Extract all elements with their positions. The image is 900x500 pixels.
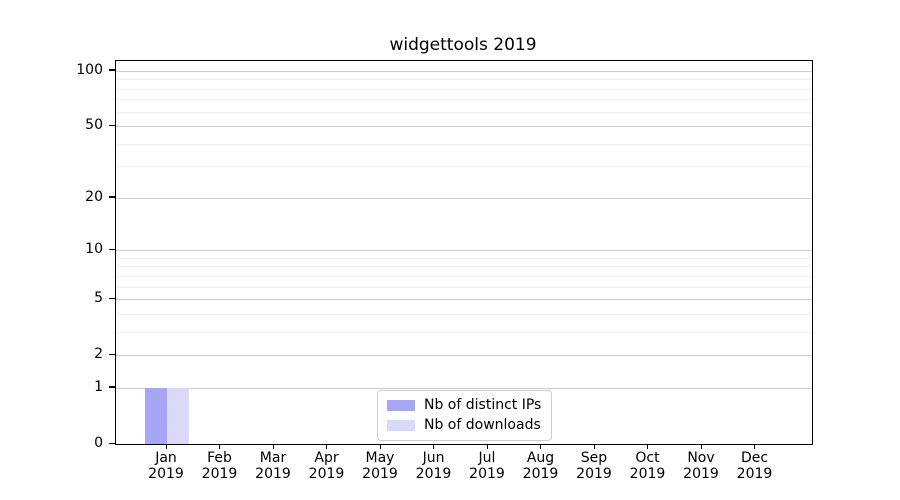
x-tick-mark-jun-2019 [433, 444, 435, 449]
y-tick-label-0: 0 [94, 435, 103, 451]
y-tick-label-100: 100 [76, 61, 103, 78]
legend-label-nb-of-distinct-ips: Nb of distinct IPs [424, 397, 542, 413]
gridline-minor-3 [116, 331, 812, 333]
gridline-minor-90 [116, 79, 812, 81]
legend-item-nb-of-distinct-ips: Nb of distinct IPs [387, 397, 541, 414]
x-tick-mark-jul-2019 [486, 444, 488, 449]
x-tick-mark-dec-2019 [754, 444, 756, 449]
gridline-minor-4 [116, 313, 812, 315]
gridline-minor-6 [116, 286, 812, 288]
x-tick-label-mar-2019: Mar 2019 [255, 450, 291, 482]
chart-title: widgettools 2019 [389, 35, 537, 55]
gridline-major-50 [116, 126, 812, 128]
x-tick-label-sep-2019: Sep 2019 [576, 450, 612, 482]
x-tick-label-oct-2019: Oct 2019 [629, 450, 666, 482]
x-tick-mark-feb-2019 [219, 444, 221, 449]
legend-label-nb-of-downloads: Nb of downloads [424, 417, 541, 433]
x-tick-label-aug-2019: Aug 2019 [522, 450, 559, 482]
y-tick-mark-20 [109, 196, 115, 198]
bar-nb-of-distinct-ips-jan-2019 [145, 387, 167, 444]
gridline-major-1 [116, 387, 812, 389]
y-tick-label-50: 50 [85, 117, 103, 134]
x-tick-label-may-2019: May 2019 [362, 450, 398, 482]
gridline-major-10 [116, 250, 812, 252]
x-tick-mark-jan-2019 [165, 444, 167, 449]
gridline-minor-60 [116, 111, 812, 113]
x-tick-mark-nov-2019 [700, 444, 702, 449]
x-tick-mark-may-2019 [379, 444, 381, 449]
gridline-minor-80 [116, 88, 812, 90]
x-tick-label-dec-2019: Dec 2019 [736, 450, 773, 482]
gridline-major-2 [116, 355, 812, 357]
y-tick-mark-2 [109, 353, 115, 356]
x-tick-label-nov-2019: Nov 2019 [683, 450, 719, 482]
x-tick-mark-sep-2019 [593, 444, 595, 449]
legend: Nb of distinct IPs Nb of downloads [377, 390, 553, 441]
y-tick-label-2: 2 [94, 346, 103, 363]
y-tick-mark-50 [109, 124, 115, 126]
x-tick-label-jan-2019: Jan 2019 [148, 450, 184, 482]
x-tick-mark-mar-2019 [272, 444, 274, 449]
gridline-minor-70 [116, 99, 812, 101]
gridline-major-20 [116, 197, 812, 199]
gridline-major-5 [116, 299, 812, 301]
gridline-minor-7 [116, 275, 812, 277]
x-tick-mark-apr-2019 [326, 444, 328, 449]
legend-swatch-nb-of-distinct-ips-icon [387, 400, 415, 411]
gridline-minor-40 [116, 143, 812, 145]
legend-item-nb-of-downloads: Nb of downloads [387, 417, 541, 434]
y-tick-label-1: 1 [94, 378, 103, 395]
y-tick-mark-1 [109, 386, 115, 388]
legend-swatch-nb-of-downloads-icon [387, 420, 415, 431]
gridline-minor-8 [116, 266, 812, 268]
y-tick-label-10: 10 [85, 241, 103, 258]
plot-area [115, 60, 813, 445]
x-tick-mark-aug-2019 [540, 444, 542, 449]
y-tick-mark-5 [109, 297, 115, 299]
y-tick-mark-100 [109, 69, 115, 71]
x-tick-mark-oct-2019 [647, 444, 649, 449]
y-tick-mark-10 [109, 248, 115, 250]
gridline-major-100 [116, 70, 812, 72]
gridline-minor-30 [116, 166, 812, 168]
x-tick-label-apr-2019: Apr 2019 [308, 450, 345, 482]
bar-nb-of-downloads-jan-2019 [167, 387, 189, 444]
y-tick-label-20: 20 [85, 188, 103, 205]
x-tick-label-jun-2019: Jun 2019 [415, 450, 452, 482]
y-tick-mark-0 [109, 442, 115, 444]
gridline-minor-9 [116, 257, 812, 259]
y-tick-label-5: 5 [94, 290, 103, 307]
x-tick-label-jul-2019: Jul 2019 [469, 450, 505, 482]
x-tick-label-feb-2019: Feb 2019 [201, 450, 238, 482]
